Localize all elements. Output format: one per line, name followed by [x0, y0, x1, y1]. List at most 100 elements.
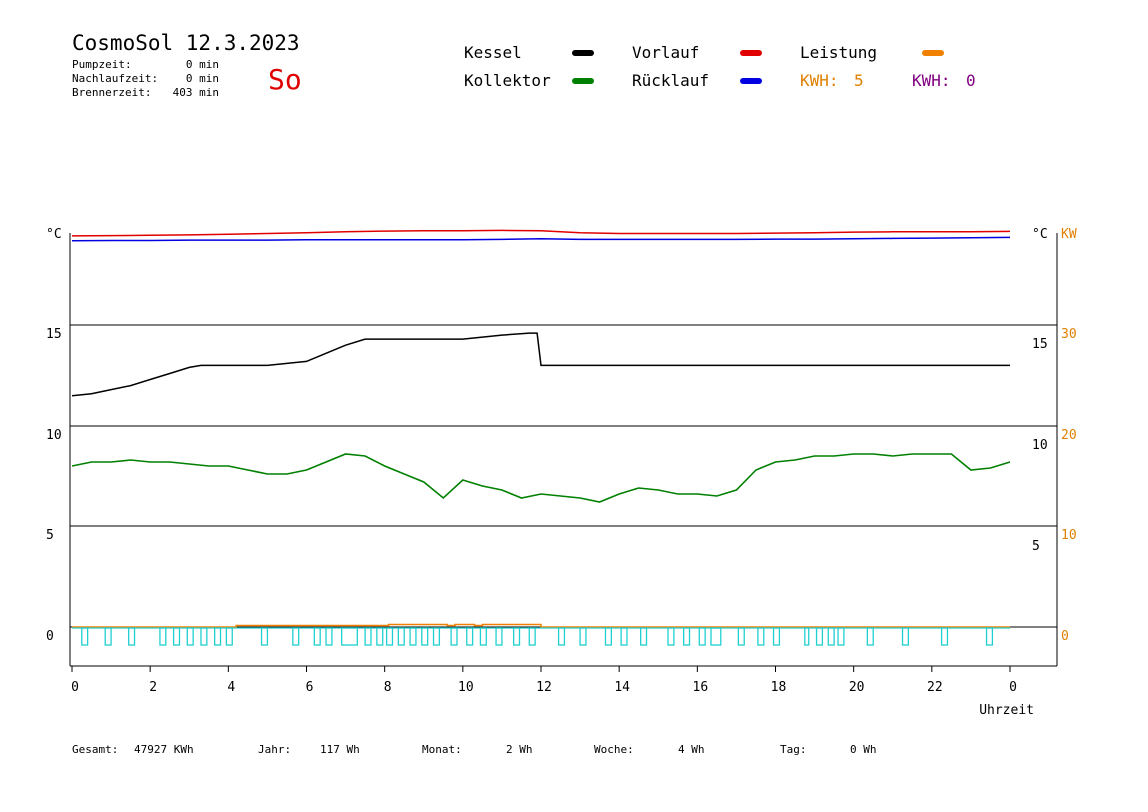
legend-swatch-leistung: [922, 50, 944, 56]
x-tick-label: 2: [149, 680, 157, 695]
x-tick-label: 20: [849, 680, 865, 695]
x-tick-label: 10: [458, 680, 474, 695]
page-title: CosmoSol 12.3.2023: [72, 31, 300, 55]
legend-label-vorlauf: Vorlauf: [632, 43, 699, 62]
series-pumpe-pulse: [159, 627, 167, 646]
series-pumpe-pulse: [667, 627, 675, 646]
footer-gesamt-value: 47927 KWh: [134, 743, 194, 756]
y-tick-power-20: 20: [1061, 428, 1077, 443]
series-pumpe-pulse: [313, 627, 321, 646]
y-tick-power-30: 30: [1061, 327, 1077, 342]
series-pumpe-pulse: [364, 627, 372, 646]
stat-label-brennerzeit: Brennerzeit:: [72, 86, 151, 99]
y-tick-left-10: 10: [46, 428, 62, 443]
series-pumpe-pulse: [640, 627, 648, 646]
footer-tag-value: 0 Wh: [850, 743, 877, 756]
kwh-purple-label: KWH:: [912, 71, 951, 90]
y-tick-power-10: 10: [1061, 528, 1077, 543]
series-pumpe-pulse: [512, 627, 521, 646]
y-tick-left-5: 5: [46, 528, 54, 543]
y-unit-left: °C: [46, 227, 62, 242]
x-tick-label: 6: [306, 680, 314, 695]
stat-label-pumpzeit: Pumpzeit:: [72, 58, 132, 71]
series-pumpe-pulse: [214, 627, 222, 646]
series-pumpe-pulse: [81, 627, 89, 646]
x-tick-label: 0: [1009, 680, 1017, 695]
legend-label-ruecklauf: Rücklauf: [632, 71, 709, 90]
x-tick-label: 14: [614, 680, 630, 695]
stat-value-brennerzeit: 403 min: [173, 86, 219, 99]
legend-label-leistung: Leistung: [800, 43, 877, 62]
legend-swatch-kollektor: [572, 78, 594, 84]
series-pumpe-pulse: [815, 627, 824, 646]
footer-monat-value: 2 Wh: [506, 743, 533, 756]
series-pumpe-pulse: [325, 627, 333, 646]
series-pumpe-pulse: [495, 627, 503, 646]
legend-swatch-kessel: [572, 50, 594, 56]
series-pumpe-pulse: [479, 627, 487, 646]
y-tick-left-15: 15: [46, 327, 62, 342]
series-pumpe-pulse: [757, 627, 765, 646]
stat-value-nachlaufzeit: 0 min: [186, 72, 219, 85]
series-pumpe-pulse: [837, 627, 845, 646]
series-pumpe-pulse: [940, 627, 949, 646]
series-pumpe-pulse: [341, 627, 358, 646]
series-pumpe-pulse: [683, 627, 691, 646]
kwh-purple-value: 0: [966, 71, 976, 90]
legend-swatch-ruecklauf: [740, 78, 762, 84]
series-pumpe-pulse: [827, 627, 835, 646]
series-pumpe-pulse: [804, 627, 810, 646]
series-kollektor-line: [71, 453, 1011, 503]
x-tick-label: 0: [71, 680, 79, 695]
y-tick-right-5: 5: [1032, 539, 1040, 554]
footer-jahr-value: 117 Wh: [320, 743, 360, 756]
x-tick-label: 18: [771, 680, 787, 695]
series-pumpe-pulse: [528, 627, 536, 646]
series-pumpe-pulse: [710, 627, 722, 646]
series-pumpe-pulse: [104, 627, 112, 646]
x-tick-group: 0 2 4 6 8 10 12 14 16 18 20 22 0: [71, 666, 1017, 695]
footer-jahr-label: Jahr:: [258, 743, 291, 756]
kwh-orange-value: 5: [854, 71, 864, 90]
series-pumpe-pulse: [866, 627, 874, 646]
kwh-orange-label: KWH:: [800, 71, 839, 90]
y-unit-right-temp: °C: [1032, 227, 1048, 242]
y-tick-left-0: 0: [46, 629, 54, 644]
x-tick-label: 16: [693, 680, 709, 695]
series-pumpe-pulse: [432, 627, 441, 646]
footer-woche-label: Woche:: [594, 743, 634, 756]
series-pumpe-pulse: [292, 627, 300, 646]
series-kessel-line: [71, 332, 1010, 397]
series-pumpe-pulse: [557, 627, 566, 646]
day-label: So: [268, 63, 302, 96]
legend-swatch-vorlauf: [740, 50, 762, 56]
x-tick-label: 8: [384, 680, 392, 695]
y-unit-right-power: KW: [1061, 227, 1077, 242]
series-pumpe-pulse: [698, 627, 706, 646]
series-vorlauf-line: [71, 229, 1011, 237]
x-tick-label: 12: [536, 680, 552, 695]
series-pumpe-pulse: [385, 627, 394, 646]
footer-gesamt-label: Gesamt:: [72, 743, 118, 756]
series-leistung-line: [72, 623, 1010, 628]
series-pumpe-pulse: [409, 627, 417, 646]
x-tick-label: 22: [927, 680, 943, 695]
footer-tag-label: Tag:: [780, 743, 807, 756]
series-pumpe-pulse: [604, 627, 612, 646]
y-tick-right-10: 10: [1032, 438, 1048, 453]
series-pumpe-pulse: [260, 627, 269, 646]
series-pumpe-pulse: [186, 627, 194, 646]
series-pumpe-pulse: [225, 627, 233, 646]
series-pumpe-pulse: [450, 627, 458, 646]
stat-value-pumpzeit: 0 min: [186, 58, 219, 71]
footer-woche-value: 4 Wh: [678, 743, 705, 756]
series-pumpe-pulse: [985, 627, 994, 646]
series-pumpe-pulse: [579, 627, 587, 646]
legend-label-kessel: Kessel: [464, 43, 522, 62]
series-pumpe-pulse: [772, 627, 781, 646]
series-pumpe-pulse: [376, 627, 384, 646]
series-pumpe-pulse: [172, 627, 181, 646]
series-pumpe-pulse: [128, 627, 136, 646]
series-pumpe-pulse: [737, 627, 745, 646]
